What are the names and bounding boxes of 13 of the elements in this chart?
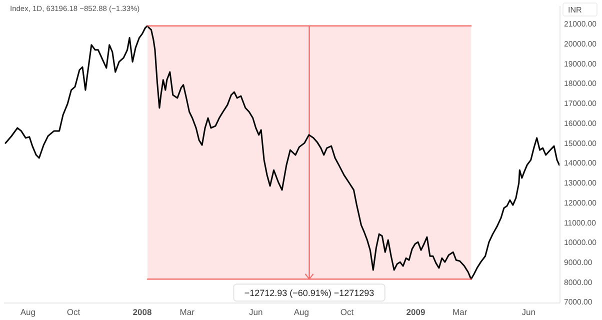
x-tick-label: Aug: [20, 307, 36, 317]
x-tick-label: Oct: [340, 307, 354, 317]
x-tick-label: Aug: [294, 307, 310, 317]
x-tick-label: Oct: [66, 307, 81, 317]
x-tick-label: Mar: [180, 307, 195, 317]
line-series: [4, 25, 560, 280]
x-tick-label: Jun: [248, 307, 263, 317]
band-label: −12712.93 (−60.91%) −1271293: [244, 288, 374, 298]
x-tick-label: 2008: [132, 307, 152, 317]
x-tick-label: Mar: [452, 307, 468, 317]
x-tick-label: Jun: [522, 307, 536, 317]
x-tick-label: 2009: [406, 307, 426, 317]
y-axis-title: INR: [568, 6, 582, 14]
